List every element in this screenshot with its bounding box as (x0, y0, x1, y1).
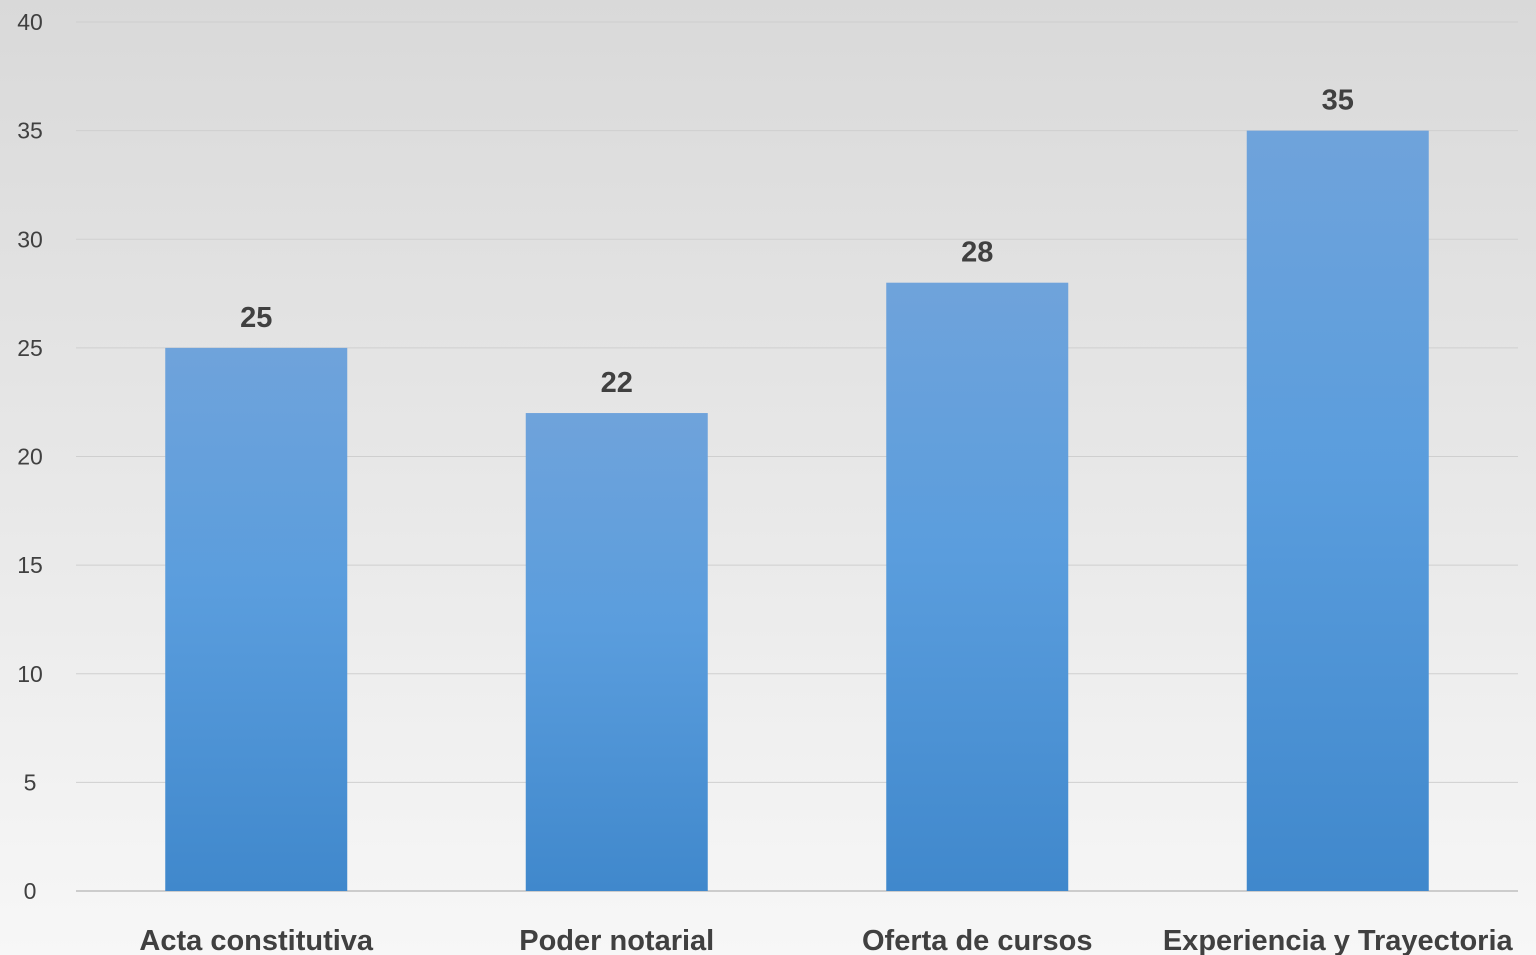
bar (525, 413, 708, 891)
bar (886, 282, 1069, 891)
y-tick-label: 0 (24, 878, 37, 904)
bar (165, 347, 348, 891)
y-tick-label: 20 (17, 444, 43, 470)
data-label: 25 (240, 302, 272, 334)
data-label: 22 (601, 367, 633, 399)
y-tick-label: 10 (17, 661, 43, 687)
x-tick-label: Experiencia y Trayectoria (1163, 925, 1514, 955)
bars (165, 130, 1429, 891)
y-tick-label: 40 (17, 9, 43, 35)
y-tick-label: 30 (17, 226, 43, 252)
y-tick-label: 35 (17, 118, 43, 144)
y-tick-label: 5 (24, 769, 37, 795)
data-label: 35 (1322, 85, 1354, 117)
bar (1246, 130, 1429, 891)
y-axis: 0 5 10 15 20 25 30 35 40 (17, 9, 43, 904)
y-tick-label: 25 (17, 335, 43, 361)
y-tick-label: 15 (17, 552, 43, 578)
x-axis: Acta constitutiva Poder notarial Oferta de… (139, 925, 1513, 955)
data-label: 28 (961, 237, 993, 269)
data-labels: 25 22 28 35 (240, 85, 1354, 399)
x-tick-label: Poder notarial (519, 925, 714, 955)
x-tick-label: Acta constitutiva (139, 925, 374, 955)
x-tick-label: Oferta de cursos (862, 925, 1092, 955)
